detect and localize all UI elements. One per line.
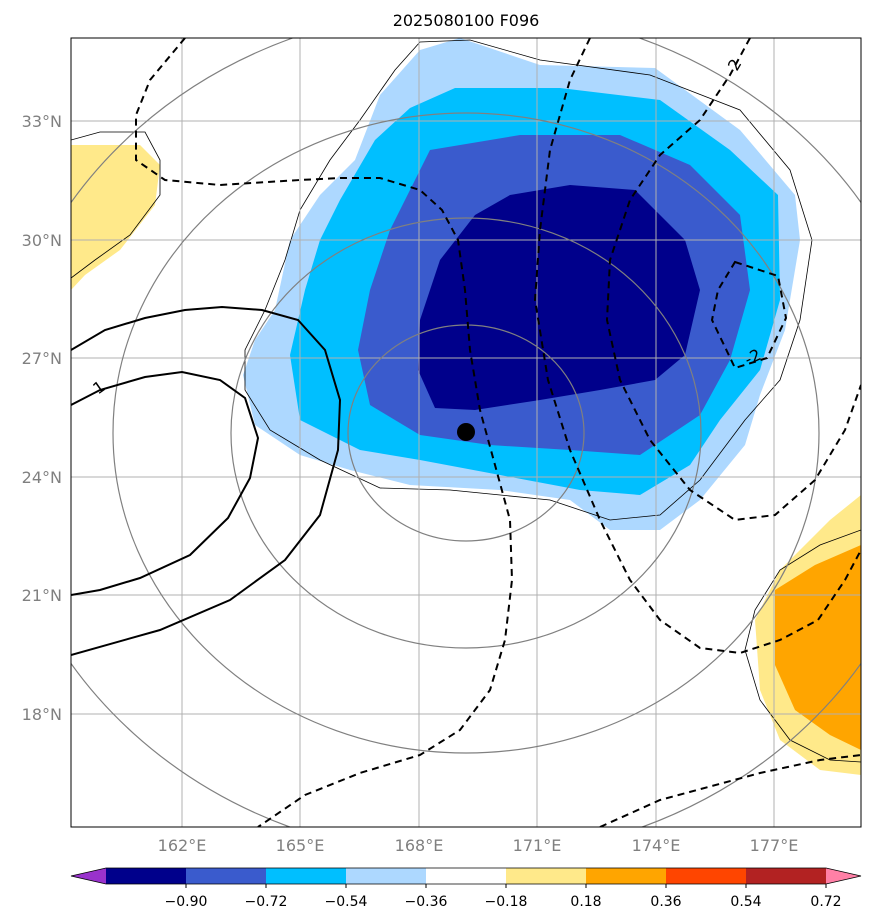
lon-tick-label: 174°E [632,836,681,855]
contour-label: -2 [741,345,763,369]
outline-contours [71,39,861,763]
lat-tick-label: 21°N [22,586,62,605]
colorbar-segment [266,868,347,884]
positive-mid-fill-se [775,545,861,750]
colorbar-tick-label: −0.72 [245,894,288,910]
anomaly-fill [71,38,861,775]
lat-tick-labels: 33°N 30°N 27°N 24°N 21°N 18°N [22,112,62,724]
colorbar: −0.90 −0.72 −0.54 −0.36 −0.18 0.18 0.36 0.54 0.7… [70,867,862,910]
colorbar-segment [426,868,507,884]
lon-tick-label: 168°E [395,836,444,855]
lat-tick-label: 24°N [22,468,62,487]
colorbar-tick-label: 0.54 [730,894,761,910]
positive-contours [71,305,342,656]
map-frame [70,37,862,828]
colorbar-tick-label: −0.54 [325,894,368,910]
lon-tick-label: 171°E [513,836,562,855]
colorbar-segment [666,868,747,884]
storm-center-marker [457,423,475,441]
colorbar-tick-label: −0.90 [165,894,208,910]
negative-contours [135,38,861,827]
distance-rings [71,38,861,827]
colorbar-extend-low [71,868,106,884]
map-panel: 1 -2 -2 [71,38,861,827]
colorbar-outline [70,867,862,885]
lat-tick-label: 18°N [22,705,62,724]
colorbar-segment [106,868,187,884]
colorbar-tick-label: 0.36 [650,894,681,910]
negative-deep-fill [418,185,700,410]
colorbar-segment [746,868,827,884]
lon-tick-label: 162°E [158,836,207,855]
lat-tick-label: 33°N [22,112,62,131]
colorbar-segment [346,868,427,884]
colorbar-segment [506,868,587,884]
lat-tick-label: 30°N [22,231,62,250]
colorbar-tick-label: −0.18 [485,894,528,910]
colorbar-segment [186,868,267,884]
colorbar-tick-label: 0.18 [570,894,601,910]
lon-tick-label: 165°E [276,836,325,855]
lon-tick-labels: 162°E 165°E 168°E 171°E 174°E 177°E [158,836,799,855]
colorbar-segment [586,868,667,884]
map-title: 2025080100 F096 [393,11,540,30]
grid-lines [71,38,861,827]
lon-tick-label: 177°E [750,836,799,855]
colorbar-tick-label: −0.36 [405,894,448,910]
contour-label: -2 [721,56,745,79]
colorbar-extend-high [826,868,861,884]
positive-light-fill-nw [71,145,160,290]
colorbar-tick-label: 0.72 [810,894,841,910]
lat-tick-label: 27°N [22,349,62,368]
